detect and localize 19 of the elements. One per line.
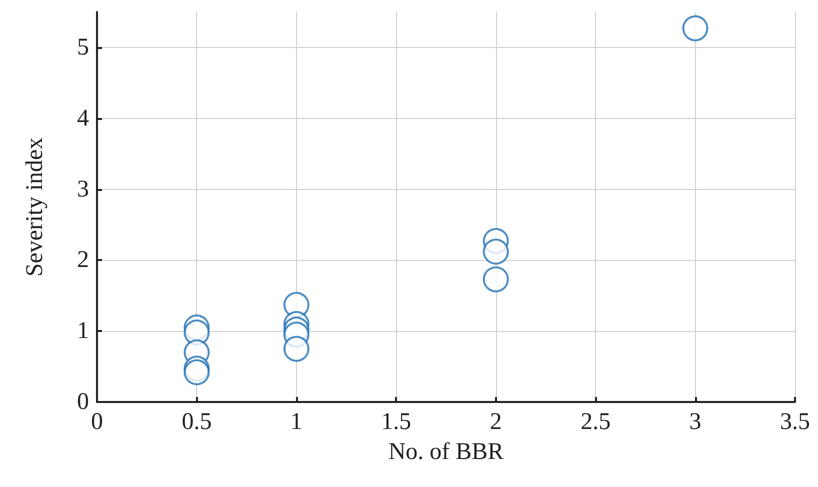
x-tick-label: 3.5 — [780, 409, 810, 435]
x-tick-label: 2 — [490, 409, 502, 435]
y-tick-label: 1 — [77, 318, 89, 344]
y-axis-title: Severity index — [22, 137, 48, 277]
x-axis-title: No. of BBR — [388, 439, 504, 465]
y-tick-label: 0 — [77, 389, 89, 415]
y-tick-label: 2 — [77, 247, 89, 274]
x-tick-label: 1 — [290, 409, 302, 435]
y-tick-label: 4 — [77, 105, 89, 132]
x-tick-label: 3 — [689, 409, 702, 435]
point — [482, 238, 509, 265]
point — [283, 336, 310, 362]
point — [482, 266, 509, 292]
point — [682, 15, 708, 42]
y-tick-label: 3 — [77, 176, 89, 202]
x-tick-label: 0.5 — [182, 409, 212, 435]
y-tick-label: 5 — [77, 34, 89, 60]
x-tick-label: 2.5 — [580, 409, 611, 435]
x-tick-label: 1.5 — [381, 409, 412, 435]
